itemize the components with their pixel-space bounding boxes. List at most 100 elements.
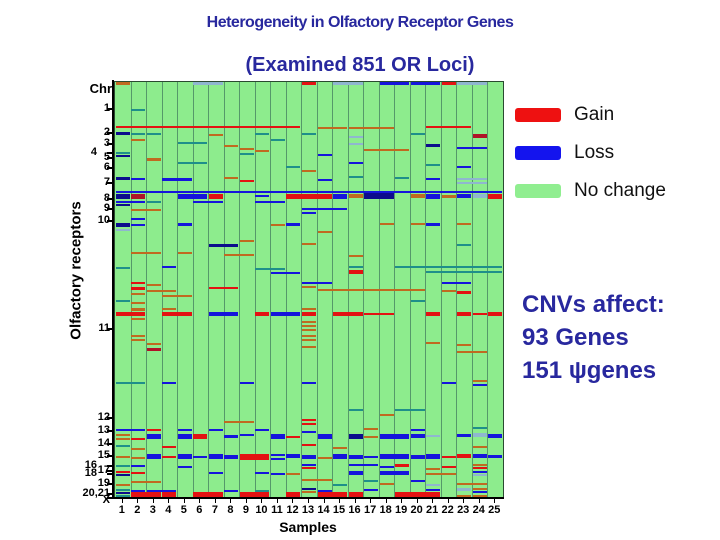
heatmap-mark: [177, 142, 208, 144]
heatmap-mark: [472, 495, 487, 497]
sample-label: 13: [301, 504, 315, 516]
heatmap-mark: [255, 312, 270, 316]
grid-line: [456, 82, 458, 498]
heatmap-mark: [457, 488, 472, 491]
legend-label: Gain: [574, 104, 615, 125]
axis-tick: [168, 499, 170, 503]
legend-swatch: [515, 146, 561, 160]
heatmap-mark: [301, 444, 316, 446]
heatmap-mark: [131, 139, 146, 141]
y-axis-line: [112, 80, 114, 499]
heatmap-mark: [162, 446, 177, 448]
heatmap-mark: [441, 466, 456, 468]
chrom-label: 4: [90, 146, 97, 158]
axis-tick: [107, 108, 114, 110]
axis-tick: [107, 143, 114, 145]
grid-line: [270, 82, 272, 498]
sample-label: 22: [441, 504, 454, 516]
heatmap-mark: [115, 132, 130, 135]
heatmap-mark: [146, 434, 161, 439]
heatmap-mark: [115, 474, 130, 476]
grid-line: [285, 82, 287, 498]
heatmap-mark: [348, 492, 363, 498]
heatmap-mark: [131, 224, 146, 226]
axis-tick: [401, 499, 403, 503]
sample-label: 9: [242, 504, 249, 516]
heatmap-mark: [224, 455, 239, 459]
heatmap-mark: [115, 191, 503, 193]
axis-tick: [276, 499, 278, 503]
heatmap-mark: [301, 208, 348, 210]
chrom-label: 8: [70, 192, 110, 204]
heatmap-mark: [224, 435, 239, 438]
heatmap-mark: [426, 468, 441, 470]
axis-tick: [463, 499, 465, 503]
heatmap-mark: [146, 348, 161, 351]
heatmap-mark: [364, 489, 379, 491]
heatmap-mark: [270, 224, 285, 226]
heatmap-mark: [301, 339, 316, 341]
heatmap-mark: [317, 457, 332, 459]
axis-tick: [107, 473, 114, 475]
axis-tick: [107, 132, 114, 134]
heatmap-mark: [301, 321, 316, 323]
heatmap-mark: [255, 201, 285, 203]
axis-tick: [183, 499, 185, 503]
heatmap-mark: [115, 456, 130, 458]
heatmap-mark: [255, 490, 270, 492]
heatmap-mark: [131, 302, 146, 304]
heatmap-mark: [301, 431, 316, 433]
heatmap-mark: [457, 434, 472, 437]
heatmap-mark: [115, 445, 130, 447]
heatmap-mark: [131, 133, 146, 135]
chrom-label: 2: [70, 126, 110, 138]
axis-tick: [447, 499, 449, 503]
heatmap-mark: [177, 434, 192, 439]
legend-swatch: [515, 184, 561, 198]
heatmap-mark: [426, 489, 441, 491]
axis-tick: [107, 220, 114, 222]
heatmap-mark: [270, 312, 301, 316]
sample-label: 16: [348, 504, 361, 516]
heatmap-mark: [301, 423, 316, 425]
axis-tick: [107, 465, 114, 467]
heatmap-mark: [146, 158, 161, 161]
cnv-annotation-line1: CNVs affect:: [522, 291, 665, 318]
heatmap-mark: [472, 134, 487, 138]
cnv-annotation-line2: 93 Genes: [522, 324, 629, 351]
chrom-label: 15: [97, 449, 110, 461]
heatmap-mark: [162, 295, 192, 297]
heatmap-mark: [301, 479, 332, 481]
heatmap-mark: [348, 143, 363, 145]
heatmap-mark: [177, 194, 208, 199]
heatmap-mark: [488, 434, 503, 438]
heatmap-mark: [162, 308, 177, 310]
sample-label: 21: [426, 504, 439, 516]
heatmap-mark: [177, 429, 192, 431]
heatmap-mark: [426, 223, 441, 226]
axis-tick: [214, 499, 216, 503]
heatmap-mark: [457, 244, 472, 246]
axis-tick: [107, 157, 114, 159]
heatmap-mark: [115, 484, 130, 486]
heatmap-mark: [472, 427, 487, 429]
x-axis-line: [112, 497, 504, 499]
axis-tick: [107, 152, 114, 154]
heatmap-mark: [146, 343, 161, 345]
heatmap-mark: [115, 155, 130, 157]
heatmap-mark: [115, 465, 130, 467]
heatmap-mark: [301, 464, 316, 466]
heatmap-mark: [301, 335, 316, 337]
heatmap-mark: [472, 488, 487, 490]
heatmap-mark: [193, 492, 223, 498]
heatmap-mark: [224, 177, 239, 179]
heatmap-mark: [364, 193, 394, 199]
heatmap-mark: [472, 454, 487, 458]
heatmap-mark: [115, 492, 130, 494]
heatmap-mark: [131, 178, 146, 180]
sample-label: 7: [211, 504, 218, 516]
chrom-label: 1: [70, 102, 110, 114]
heatmap-mark: [286, 492, 301, 498]
heatmap-mark: [457, 194, 472, 198]
heatmap-mark: [146, 490, 177, 492]
